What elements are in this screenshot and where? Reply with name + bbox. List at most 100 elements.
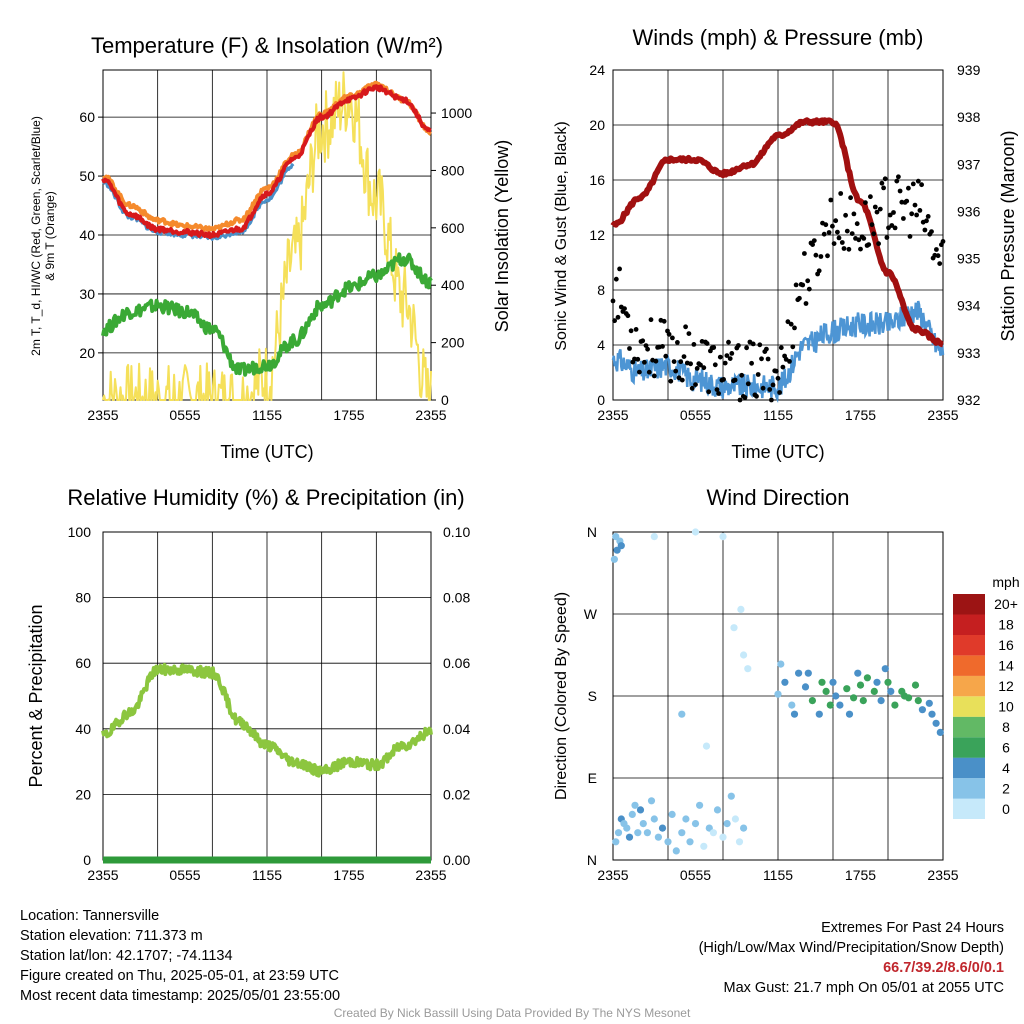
dir-ytick-0: N (587, 852, 597, 868)
colorbar-swatch-12 (953, 675, 985, 697)
wind-ytick-left-0: 0 (597, 392, 605, 408)
direction-point (634, 829, 642, 837)
wind-xtick-1155: 1155 (763, 407, 793, 423)
gust-point (869, 222, 875, 228)
direction-point (925, 699, 933, 707)
rh-ytick-left-40: 40 (75, 721, 91, 737)
gust-point (726, 339, 731, 345)
gust-point (622, 306, 627, 311)
gust-point (797, 295, 802, 301)
gust-point (689, 385, 695, 391)
temp-xtick-0555: 0555 (169, 407, 200, 423)
direction-point (610, 555, 619, 563)
gust-point (706, 389, 712, 395)
wind-ytick-right-932: 932 (957, 392, 981, 408)
gust-point (843, 212, 848, 218)
gust-point (770, 382, 776, 388)
gust-point (688, 361, 693, 367)
gust-point (686, 331, 692, 336)
gust-point (940, 239, 946, 244)
direction-point (713, 806, 722, 814)
rh-ytick-left-20: 20 (75, 786, 91, 802)
direction-point (884, 678, 892, 686)
direction-point (744, 665, 752, 673)
station-info: Location: Tannersville Station elevation… (20, 906, 340, 1006)
direction-point (614, 829, 623, 837)
gust-point (633, 327, 639, 332)
direction-point (730, 624, 738, 632)
gust-point (785, 319, 791, 325)
direction-point (737, 605, 745, 614)
temp-xtick-2355: 2355 (415, 407, 446, 423)
dir-xtick-1755: 1755 (845, 867, 876, 883)
gust-point (767, 387, 773, 392)
gust-point (891, 210, 896, 215)
direction-point (658, 824, 667, 832)
temp-ytick-right-400: 400 (441, 277, 465, 293)
gust-point (904, 198, 910, 204)
gust-point (831, 241, 837, 247)
dir-xtick-0555: 0555 (680, 867, 711, 883)
colorbar-swatch-16 (953, 634, 985, 656)
gust-point (671, 359, 677, 364)
wind-series-station-pressure (610, 117, 945, 348)
wind-ytick-right-938: 938 (957, 109, 981, 125)
gust-point (793, 282, 799, 288)
gust-point (760, 385, 766, 391)
wind-series-sonic-wind (611, 300, 945, 404)
rh-xtick-0555: 0555 (169, 867, 200, 883)
rh-series-relative-humidity (101, 662, 433, 778)
gust-point (912, 202, 918, 208)
colorbar-swatch-4 (953, 757, 985, 779)
dir-title: Wind Direction (706, 485, 849, 510)
direction-point (836, 701, 844, 709)
direction-point (900, 692, 909, 700)
wind-ylabel-right: Station Pressure (Maroon) (998, 130, 1018, 341)
colorbar-label-10: 10 (998, 699, 1014, 715)
gust-point (724, 353, 730, 358)
extremes-values: 66.7/39.2/8.6/0/0.1 (883, 960, 1004, 976)
gust-point (693, 382, 698, 387)
direction-point (918, 706, 927, 714)
gust-point (612, 318, 617, 324)
direction-point (804, 669, 812, 677)
colorbar-label-18: 18 (998, 617, 1014, 633)
colorbar-swatch-10 (953, 696, 985, 717)
direction-point (686, 838, 694, 846)
dir-xtick-2355: 2355 (927, 867, 958, 883)
gust-point (833, 218, 839, 224)
rh-ytick-right-0.08: 0.08 (443, 590, 470, 606)
gust-point (613, 276, 619, 282)
gust-point (651, 373, 657, 379)
direction-point (781, 678, 789, 686)
gust-point (646, 369, 652, 375)
temp-ytick-right-200: 200 (441, 335, 465, 351)
gust-point (661, 318, 667, 324)
temp-ylabel-left-line2: & 9m T (Orange) (43, 191, 57, 281)
gust-point (683, 324, 688, 330)
gust-point (813, 252, 819, 258)
figure-created: Figure created on Thu, 2025-05-01, at 23… (20, 968, 339, 984)
gust-point (790, 344, 796, 350)
temp-series-9m-t (102, 80, 432, 233)
gust-point (909, 211, 915, 217)
direction-point (735, 838, 744, 846)
colorbar-swatch-8 (953, 716, 985, 738)
wind-ylabel-left: Sonic Wind & Gust (Blue, Black) (553, 121, 570, 350)
direction-point (702, 742, 711, 750)
temp-ytick-left-60: 60 (79, 109, 95, 125)
gust-point (610, 298, 616, 304)
gust-point (764, 346, 769, 352)
gust-point (788, 321, 794, 327)
gust-point (769, 397, 774, 403)
wind-ytick-right-935: 935 (957, 251, 981, 267)
direction-point (829, 678, 837, 686)
direction-point (650, 533, 658, 541)
direction-point (850, 694, 858, 702)
rh-ytick-left-80: 80 (75, 590, 91, 606)
dir-ytick-4: N (587, 524, 597, 540)
direction-point (891, 701, 899, 709)
direction-point (723, 820, 731, 828)
gust-point (841, 246, 847, 251)
gust-point (640, 338, 646, 344)
